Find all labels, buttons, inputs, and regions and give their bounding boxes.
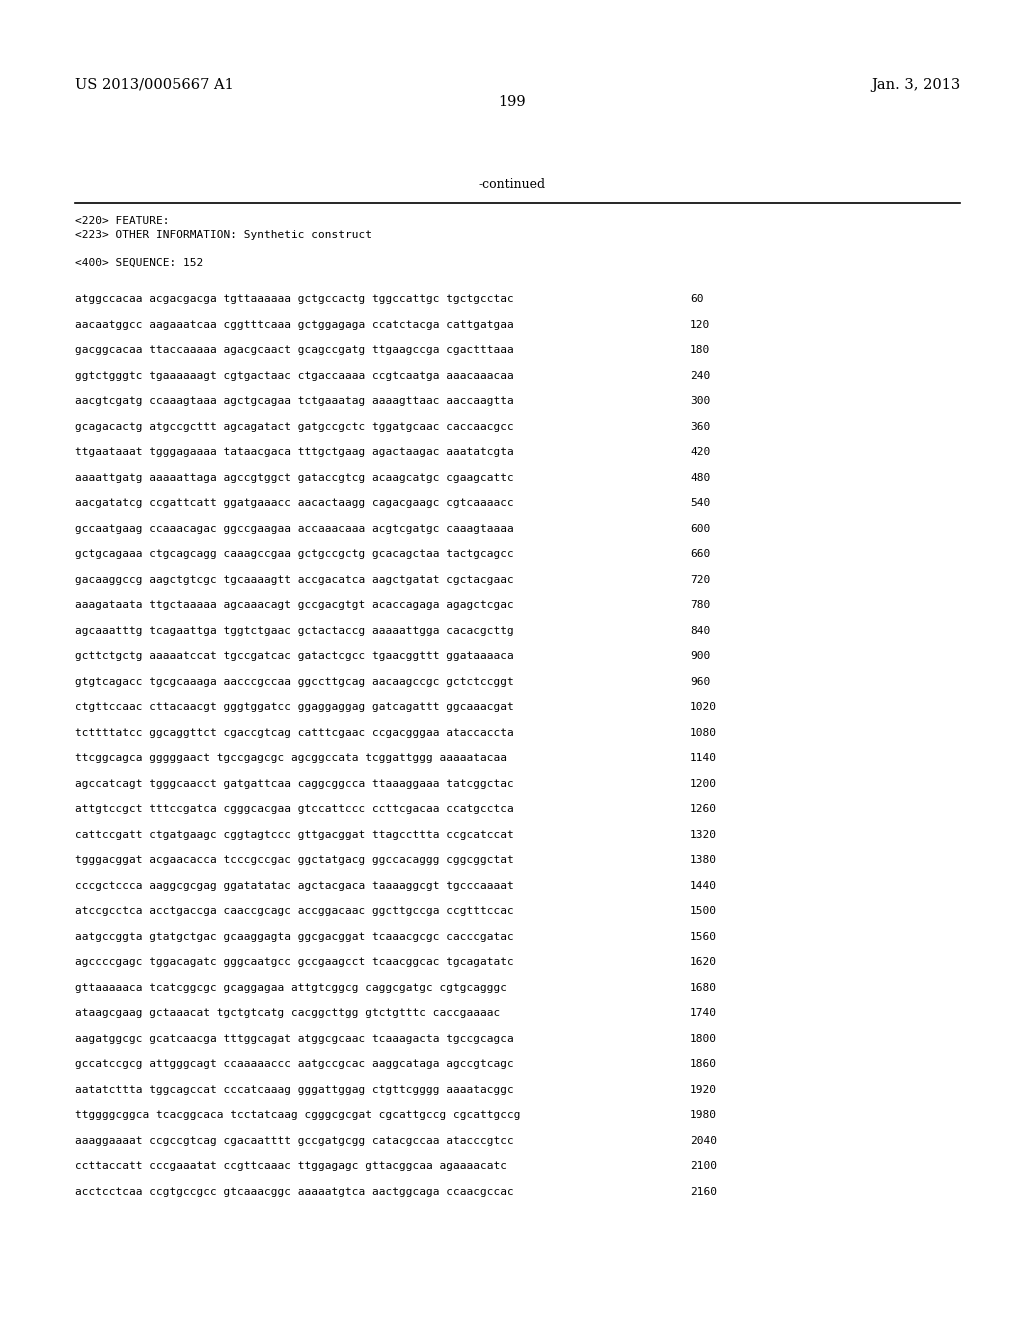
Text: cattccgatt ctgatgaagc cggtagtccc gttgacggat ttagccttta ccgcatccat: cattccgatt ctgatgaagc cggtagtccc gttgacg… — [75, 830, 514, 840]
Text: agcaaatttg tcagaattga tggtctgaac gctactaccg aaaaattgga cacacgcttg: agcaaatttg tcagaattga tggtctgaac gctacta… — [75, 626, 514, 636]
Text: 1620: 1620 — [690, 957, 717, 968]
Text: aacaatggcc aagaaatcaa cggtttcaaa gctggagaga ccatctacga cattgatgaa: aacaatggcc aagaaatcaa cggtttcaaa gctggag… — [75, 319, 514, 330]
Text: Jan. 3, 2013: Jan. 3, 2013 — [870, 78, 961, 92]
Text: 720: 720 — [690, 576, 711, 585]
Text: 1920: 1920 — [690, 1085, 717, 1094]
Text: 1140: 1140 — [690, 754, 717, 763]
Text: agccatcagt tgggcaacct gatgattcaa caggcggcca ttaaaggaaa tatcggctac: agccatcagt tgggcaacct gatgattcaa caggcgg… — [75, 779, 514, 789]
Text: cccgctccca aaggcgcgag ggatatatac agctacgaca taaaaggcgt tgcccaaaat: cccgctccca aaggcgcgag ggatatatac agctacg… — [75, 880, 514, 891]
Text: gctgcagaaa ctgcagcagg caaagccgaa gctgccgctg gcacagctaa tactgcagcc: gctgcagaaa ctgcagcagg caaagccgaa gctgccg… — [75, 549, 514, 560]
Text: 1740: 1740 — [690, 1008, 717, 1019]
Text: US 2013/0005667 A1: US 2013/0005667 A1 — [75, 78, 233, 92]
Text: 1860: 1860 — [690, 1060, 717, 1069]
Text: <220> FEATURE:: <220> FEATURE: — [75, 216, 170, 226]
Text: 2160: 2160 — [690, 1187, 717, 1197]
Text: gcttctgctg aaaaatccat tgccgatcac gatactcgcc tgaacggttt ggataaaaca: gcttctgctg aaaaatccat tgccgatcac gatactc… — [75, 651, 514, 661]
Text: attgtccgct tttccgatca cgggcacgaa gtccattccc ccttcgacaa ccatgcctca: attgtccgct tttccgatca cgggcacgaa gtccatt… — [75, 804, 514, 814]
Text: 1800: 1800 — [690, 1034, 717, 1044]
Text: 300: 300 — [690, 396, 711, 407]
Text: 360: 360 — [690, 422, 711, 432]
Text: atccgcctca acctgaccga caaccgcagc accggacaac ggcttgccga ccgtttccac: atccgcctca acctgaccga caaccgcagc accggac… — [75, 907, 514, 916]
Text: gtgtcagacc tgcgcaaaga aacccgccaa ggccttgcag aacaagccgc gctctccggt: gtgtcagacc tgcgcaaaga aacccgccaa ggccttg… — [75, 677, 514, 686]
Text: 600: 600 — [690, 524, 711, 533]
Text: 1020: 1020 — [690, 702, 717, 713]
Text: 900: 900 — [690, 651, 711, 661]
Text: 1380: 1380 — [690, 855, 717, 866]
Text: gacggcacaa ttaccaaaaa agacgcaact gcagccgatg ttgaagccga cgactttaaa: gacggcacaa ttaccaaaaa agacgcaact gcagccg… — [75, 346, 514, 355]
Text: tcttttatcc ggcaggttct cgaccgtcag catttcgaac ccgacgggaa ataccaccta: tcttttatcc ggcaggttct cgaccgtcag catttcg… — [75, 727, 514, 738]
Text: <400> SEQUENCE: 152: <400> SEQUENCE: 152 — [75, 257, 203, 268]
Text: 540: 540 — [690, 499, 711, 508]
Text: -continued: -continued — [478, 178, 546, 191]
Text: agccccgagc tggacagatc gggcaatgcc gccgaagcct tcaacggcac tgcagatatc: agccccgagc tggacagatc gggcaatgcc gccgaag… — [75, 957, 514, 968]
Text: gccatccgcg attgggcagt ccaaaaaccc aatgccgcac aaggcataga agccgtcagc: gccatccgcg attgggcagt ccaaaaaccc aatgccg… — [75, 1060, 514, 1069]
Text: aaagataata ttgctaaaaa agcaaacagt gccgacgtgt acaccagaga agagctcgac: aaagataata ttgctaaaaa agcaaacagt gccgacg… — [75, 601, 514, 610]
Text: 1440: 1440 — [690, 880, 717, 891]
Text: ttcggcagca gggggaact tgccgagcgc agcggccata tcggattggg aaaaatacaa: ttcggcagca gggggaact tgccgagcgc agcggcca… — [75, 754, 507, 763]
Text: aacgtcgatg ccaaagtaaa agctgcagaa tctgaaatag aaaagttaac aaccaagtta: aacgtcgatg ccaaagtaaa agctgcagaa tctgaaa… — [75, 396, 514, 407]
Text: acctcctcaa ccgtgccgcc gtcaaacggc aaaaatgtca aactggcaga ccaacgccac: acctcctcaa ccgtgccgcc gtcaaacggc aaaaatg… — [75, 1187, 514, 1197]
Text: 1560: 1560 — [690, 932, 717, 942]
Text: gacaaggccg aagctgtcgc tgcaaaagtt accgacatca aagctgatat cgctacgaac: gacaaggccg aagctgtcgc tgcaaaagtt accgaca… — [75, 576, 514, 585]
Text: 1320: 1320 — [690, 830, 717, 840]
Text: 1080: 1080 — [690, 727, 717, 738]
Text: 840: 840 — [690, 626, 711, 636]
Text: 240: 240 — [690, 371, 711, 381]
Text: aatatcttta tggcagccat cccatcaaag gggattggag ctgttcgggg aaaatacggc: aatatcttta tggcagccat cccatcaaag gggattg… — [75, 1085, 514, 1094]
Text: ttggggcggca tcacggcaca tcctatcaag cgggcgcgat cgcattgccg cgcattgccg: ttggggcggca tcacggcaca tcctatcaag cgggcg… — [75, 1110, 520, 1121]
Text: aaaattgatg aaaaattaga agccgtggct gataccgtcg acaagcatgc cgaagcattc: aaaattgatg aaaaattaga agccgtggct gataccg… — [75, 473, 514, 483]
Text: 960: 960 — [690, 677, 711, 686]
Text: 199: 199 — [499, 95, 525, 110]
Text: aaaggaaaat ccgccgtcag cgacaatttt gccgatgcgg catacgccaa atacccgtcc: aaaggaaaat ccgccgtcag cgacaatttt gccgatg… — [75, 1137, 514, 1146]
Text: 120: 120 — [690, 319, 711, 330]
Text: 1200: 1200 — [690, 779, 717, 789]
Text: aagatggcgc gcatcaacga tttggcagat atggcgcaac tcaaagacta tgccgcagca: aagatggcgc gcatcaacga tttggcagat atggcgc… — [75, 1034, 514, 1044]
Text: ctgttccaac cttacaacgt gggtggatcc ggaggaggag gatcagattt ggcaaacgat: ctgttccaac cttacaacgt gggtggatcc ggaggag… — [75, 702, 514, 713]
Text: 420: 420 — [690, 447, 711, 458]
Text: gcagacactg atgccgcttt agcagatact gatgccgctc tggatgcaac caccaacgcc: gcagacactg atgccgcttt agcagatact gatgccg… — [75, 422, 514, 432]
Text: 660: 660 — [690, 549, 711, 560]
Text: 180: 180 — [690, 346, 711, 355]
Text: <223> OTHER INFORMATION: Synthetic construct: <223> OTHER INFORMATION: Synthetic const… — [75, 230, 372, 240]
Text: ccttaccatt cccgaaatat ccgttcaaac ttggagagc gttacggcaa agaaaacatc: ccttaccatt cccgaaatat ccgttcaaac ttggaga… — [75, 1162, 507, 1171]
Text: aacgatatcg ccgattcatt ggatgaaacc aacactaagg cagacgaagc cgtcaaaacc: aacgatatcg ccgattcatt ggatgaaacc aacacta… — [75, 499, 514, 508]
Text: gccaatgaag ccaaacagac ggccgaagaa accaaacaaa acgtcgatgc caaagtaaaa: gccaatgaag ccaaacagac ggccgaagaa accaaac… — [75, 524, 514, 533]
Text: 480: 480 — [690, 473, 711, 483]
Text: aatgccggta gtatgctgac gcaaggagta ggcgacggat tcaaacgcgc cacccgatac: aatgccggta gtatgctgac gcaaggagta ggcgacg… — [75, 932, 514, 942]
Text: 2040: 2040 — [690, 1137, 717, 1146]
Text: ataagcgaag gctaaacat tgctgtcatg cacggcttgg gtctgtttc caccgaaaac: ataagcgaag gctaaacat tgctgtcatg cacggctt… — [75, 1008, 501, 1019]
Text: ggtctgggtc tgaaaaaagt cgtgactaac ctgaccaaaa ccgtcaatga aaacaaacaa: ggtctgggtc tgaaaaaagt cgtgactaac ctgacca… — [75, 371, 514, 381]
Text: 1260: 1260 — [690, 804, 717, 814]
Text: 780: 780 — [690, 601, 711, 610]
Text: atggccacaa acgacgacga tgttaaaaaa gctgccactg tggccattgc tgctgcctac: atggccacaa acgacgacga tgttaaaaaa gctgcca… — [75, 294, 514, 305]
Text: 1980: 1980 — [690, 1110, 717, 1121]
Text: gttaaaaaca tcatcggcgc gcaggagaa attgtcggcg caggcgatgc cgtgcagggc: gttaaaaaca tcatcggcgc gcaggagaa attgtcgg… — [75, 983, 507, 993]
Text: ttgaataaat tgggagaaaa tataacgaca tttgctgaag agactaagac aaatatcgta: ttgaataaat tgggagaaaa tataacgaca tttgctg… — [75, 447, 514, 458]
Text: 1500: 1500 — [690, 907, 717, 916]
Text: 2100: 2100 — [690, 1162, 717, 1171]
Text: 1680: 1680 — [690, 983, 717, 993]
Text: 60: 60 — [690, 294, 703, 305]
Text: tgggacggat acgaacacca tcccgccgac ggctatgacg ggccacaggg cggcggctat: tgggacggat acgaacacca tcccgccgac ggctatg… — [75, 855, 514, 866]
